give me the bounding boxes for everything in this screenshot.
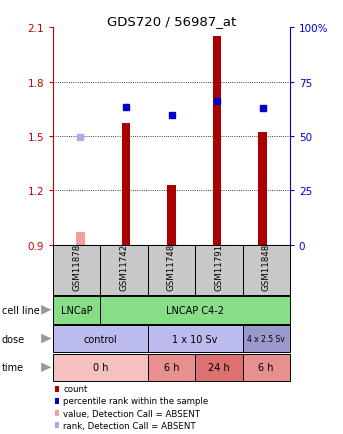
- Text: value, Detection Call = ABSENT: value, Detection Call = ABSENT: [63, 409, 200, 418]
- Bar: [213, 37, 221, 245]
- Text: LNCaP: LNCaP: [61, 305, 93, 315]
- Text: GSM11791: GSM11791: [214, 244, 223, 291]
- Text: percentile rank within the sample: percentile rank within the sample: [63, 397, 209, 405]
- Bar: [76, 233, 85, 245]
- Text: GSM11848: GSM11848: [262, 243, 271, 291]
- Bar: [258, 133, 267, 245]
- Text: count: count: [63, 385, 88, 393]
- Bar: [122, 124, 130, 245]
- Text: rank, Detection Call = ABSENT: rank, Detection Call = ABSENT: [63, 421, 196, 430]
- Text: cell line: cell line: [2, 305, 39, 315]
- Text: time: time: [2, 362, 24, 372]
- Text: 4 x 2.5 Sv: 4 x 2.5 Sv: [247, 334, 285, 343]
- Text: GSM11748: GSM11748: [167, 243, 176, 291]
- Text: 6 h: 6 h: [164, 362, 179, 372]
- Text: 1 x 10 Sv: 1 x 10 Sv: [173, 334, 218, 344]
- Text: GDS720 / 56987_at: GDS720 / 56987_at: [107, 15, 236, 28]
- Bar: [167, 186, 176, 245]
- Text: 6 h: 6 h: [258, 362, 274, 372]
- Text: GSM11742: GSM11742: [120, 243, 129, 291]
- Text: GSM11878: GSM11878: [72, 243, 81, 291]
- Text: LNCAP C4-2: LNCAP C4-2: [166, 305, 224, 315]
- Text: dose: dose: [2, 334, 25, 344]
- Text: 24 h: 24 h: [208, 362, 230, 372]
- Text: control: control: [84, 334, 117, 344]
- Text: 0 h: 0 h: [93, 362, 108, 372]
